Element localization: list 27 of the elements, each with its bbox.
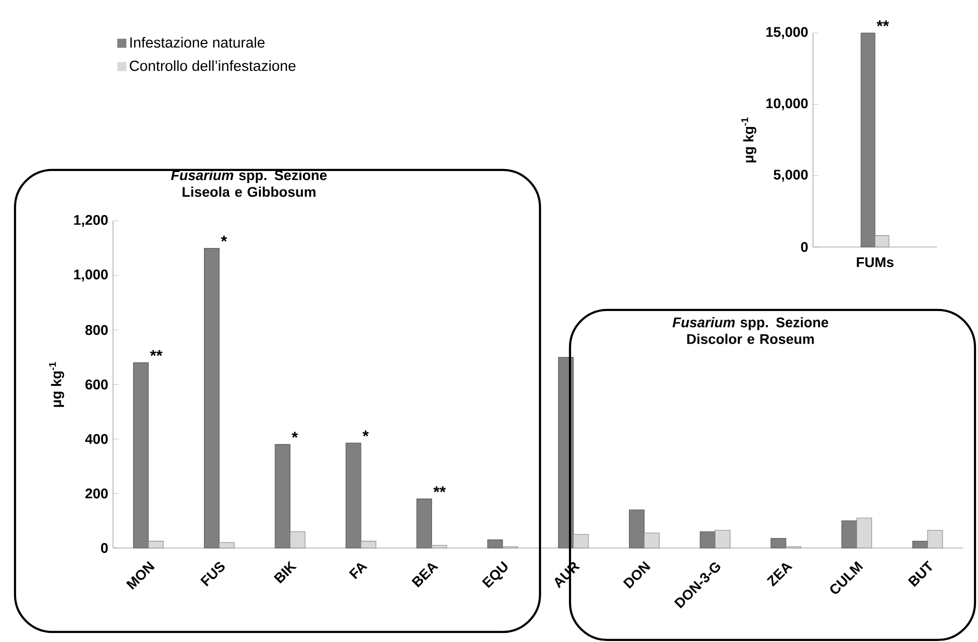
y-axis-title: μg kg$^{-1}$	[741, 118, 756, 162]
y-tick-label: 200	[85, 488, 108, 498]
y-tick-label: 1,000	[74, 270, 108, 282]
y-tick-label: 400	[85, 434, 108, 444]
annotation: *	[362, 430, 369, 436]
y-tick-label: 1,200	[74, 215, 108, 227]
y-axis-title: μg kg$^{-1}$	[49, 362, 64, 407]
y-tick-label: 5,000	[774, 170, 808, 182]
y-tick-label: 15,000	[766, 27, 808, 39]
x-tick-label: ZEA	[766, 563, 792, 587]
x-tick-label: FUMs	[856, 257, 894, 268]
y-tick-label: 0	[801, 242, 808, 252]
text: Fusarium spp. Sezione Liseola e Gibbosum	[171, 170, 327, 197]
annotation: *	[220, 236, 228, 242]
legend-label: Infestazione naturale	[130, 36, 265, 48]
x-tick-label: FA	[348, 563, 368, 580]
annotation: **	[433, 486, 446, 492]
y-tick-label: 800	[85, 325, 108, 335]
y-tick-label: 10,000	[766, 98, 808, 110]
annotation: **	[876, 20, 890, 26]
annotation: **	[150, 350, 162, 356]
x-tick-label: BIK	[274, 560, 297, 584]
y-tick-label: 600	[85, 380, 108, 390]
annotation: *	[292, 432, 298, 438]
legend-label: Controllo dell’infestazione	[130, 60, 296, 71]
y-tick-label: 0	[101, 543, 108, 553]
annotation: Fusarium spp. Sezione Discolor e Roseum	[672, 317, 828, 344]
